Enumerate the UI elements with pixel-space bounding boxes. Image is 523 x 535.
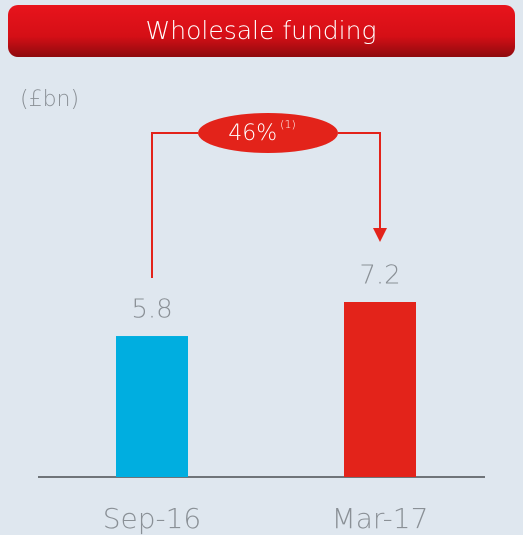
- value-label: 7.2: [359, 261, 400, 291]
- x-tick-label: Sep-16: [103, 502, 202, 535]
- bar: [116, 336, 188, 477]
- annotation-text: 46% (1): [228, 118, 296, 146]
- unit-label: (£bn): [20, 87, 79, 112]
- header-bar: [8, 5, 515, 57]
- connector: [338, 132, 381, 230]
- arrowhead: [373, 228, 387, 242]
- annotation-value: 46%: [228, 121, 277, 146]
- connector: [151, 132, 198, 279]
- annotation-bubble: [198, 113, 338, 153]
- chart-title: Wholesale funding: [146, 16, 377, 45]
- value-label: 5.8: [131, 295, 172, 325]
- bar: [344, 302, 416, 477]
- annotation-note: (1): [280, 118, 296, 131]
- x-tick-label: Mar-17: [332, 502, 429, 535]
